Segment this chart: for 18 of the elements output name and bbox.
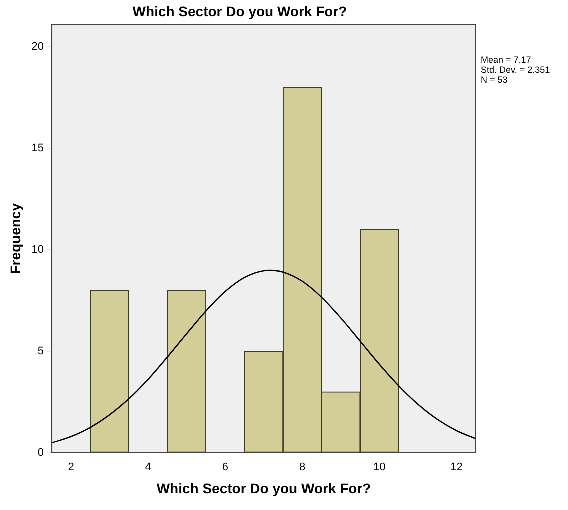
y-tick-label: 10 bbox=[32, 244, 44, 256]
x-tick-label: 8 bbox=[299, 462, 306, 474]
y-axis-title: Frequency bbox=[7, 203, 24, 274]
text: N = 53 bbox=[481, 75, 509, 85]
y-tick-label: 5 bbox=[38, 346, 44, 358]
line-series bbox=[52, 270, 476, 444]
x-axis-title: Which Sector Do you Work For? bbox=[156, 480, 372, 496]
chart-title: Which Sector Do you Work For? bbox=[132, 3, 348, 20]
x-tick-label: 2 bbox=[68, 462, 74, 474]
x-tick-label: 4 bbox=[145, 462, 152, 474]
y-tick-label: 0 bbox=[38, 447, 44, 460]
x-tick-label: 12 bbox=[450, 462, 463, 474]
y-tick-label: 20 bbox=[32, 41, 44, 54]
text: Std. Dev. = 2.351 bbox=[481, 65, 550, 75]
x-tick-label: 6 bbox=[222, 462, 229, 474]
x-tick-label: 10 bbox=[374, 462, 386, 474]
text: Mean = 7.17 bbox=[481, 55, 532, 65]
y-tick-label: 15 bbox=[32, 142, 44, 155]
